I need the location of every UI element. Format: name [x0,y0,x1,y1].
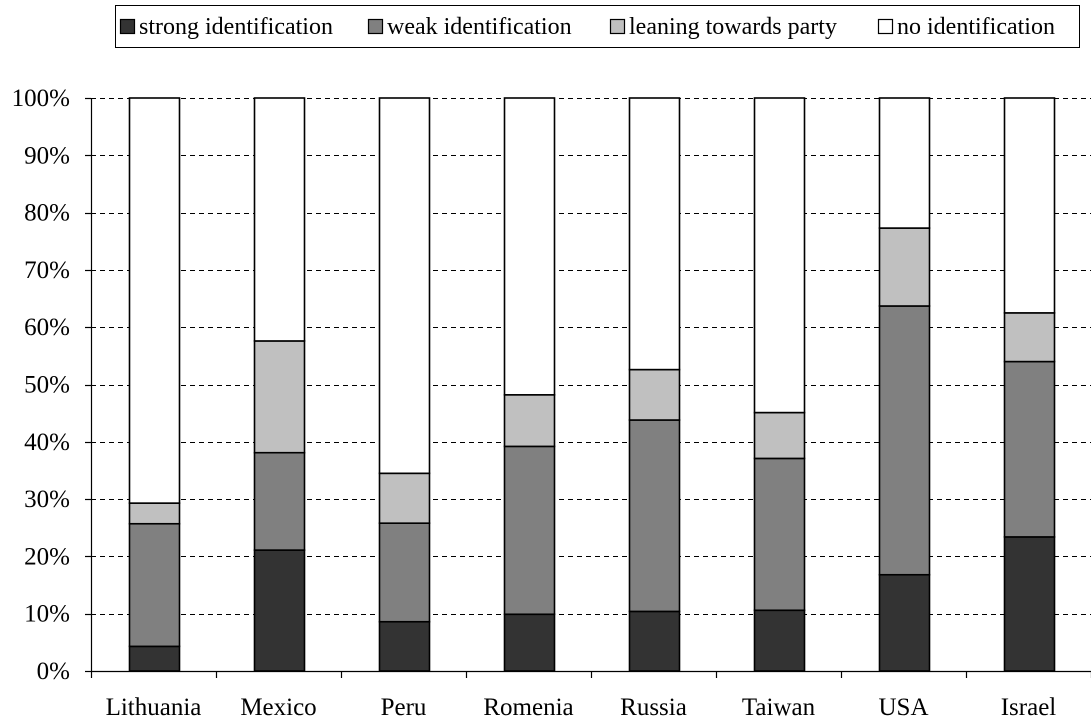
y-tick-label: 10% [24,601,70,628]
x-category-label-russia: Russia [620,694,687,721]
legend-swatch [367,18,384,35]
legend-item-leaning-towards-party: leaning towards party [609,14,837,40]
bar-stack-israel [1003,97,1056,672]
bar-segment-russia-no-identification [628,97,681,371]
x-category-label-romenia: Romenia [483,694,573,721]
x-category-label-lithuania: Lithuania [106,694,202,721]
y-tick-label: 50% [24,372,70,399]
gridlines [91,98,1091,615]
legend-swatch [119,18,136,35]
bar-segment-romenia-strong-identification [503,613,556,672]
bar-stack-taiwan [753,97,806,672]
y-tick-label: 20% [24,543,70,570]
legend-swatch [877,18,894,35]
bar-segment-mexico-leaning-towards-party [253,340,306,454]
bar-stack-romenia [503,97,556,672]
bar-stack-russia [628,97,681,672]
legend-label: strong identification [139,14,333,40]
y-tick-label: 30% [24,486,70,513]
bar-segment-israel-weak-identification [1003,360,1056,538]
axes [85,97,1091,678]
bar-segment-usa-weak-identification [878,305,931,576]
y-tick-label: 0% [37,658,70,685]
x-category-label-taiwan: Taiwan [742,694,816,721]
bar-segment-usa-strong-identification [878,573,931,672]
legend-item-no-identification: no identification [877,14,1055,40]
bar-segment-taiwan-weak-identification [753,457,806,612]
y-tick-label: 100% [12,85,70,112]
bar-segment-lithuania-strong-identification [128,645,181,672]
chart-legend: strong identification weak identification… [115,5,1080,48]
bar-segment-russia-weak-identification [628,419,681,613]
x-category-label-peru: Peru [381,694,427,721]
legend-label: weak identification [387,14,572,40]
y-tick-labels: 0% 10% 20% 30% 40% 50% 60% 70% 80% 90% 100% [12,85,70,685]
x-category-label-mexico: Mexico [240,694,316,721]
bar-stack-lithuania [128,97,181,672]
bar-segment-russia-leaning-towards-party [628,368,681,421]
legend-item-weak-identification: weak identification [367,14,572,40]
y-tick-label: 70% [24,257,70,284]
bar-segment-israel-strong-identification [1003,536,1056,672]
bar-segment-peru-strong-identification [378,620,431,672]
bar-segment-peru-no-identification [378,97,431,475]
bar-segment-romenia-weak-identification [503,445,556,616]
bar-segment-usa-leaning-towards-party [878,227,931,307]
x-category-label-israel: Israel [1001,694,1057,721]
bar-segment-taiwan-no-identification [753,97,806,414]
legend-label: no identification [897,14,1055,40]
legend-item-strong-identification: strong identification [119,14,333,40]
y-tick-label: 40% [24,429,70,456]
bar-segment-taiwan-strong-identification [753,609,806,672]
bar-segment-lithuania-no-identification [128,97,181,504]
bar-segment-lithuania-leaning-towards-party [128,502,181,525]
bar-segment-israel-leaning-towards-party [1003,312,1056,363]
y-tick-label: 90% [24,142,70,169]
bar-segment-lithuania-weak-identification [128,522,181,648]
y-tick-label: 80% [24,200,70,227]
x-category-labels: Lithuania Mexico Peru Romenia Russia Taiwan US… [106,694,1057,721]
bar-stack-peru [378,97,431,672]
bar-segment-mexico-strong-identification [253,549,306,672]
legend-label: leaning towards party [629,14,837,40]
legend-swatch [609,18,626,35]
bar-segment-romenia-leaning-towards-party [503,394,556,448]
y-tick-label: 60% [24,314,70,341]
x-category-label-usa: USA [878,694,928,721]
legend-frame [115,5,1080,48]
bar-segment-israel-no-identification [1003,97,1056,314]
bar-segment-russia-strong-identification [628,610,681,672]
bar-segment-romenia-no-identification [503,97,556,396]
bar-segment-mexico-no-identification [253,97,306,342]
bar-segment-usa-no-identification [878,97,931,229]
bar-stack-mexico [253,97,306,672]
bar-segment-mexico-weak-identification [253,451,306,551]
bar-stack-usa [878,97,931,672]
bar-segment-peru-weak-identification [378,522,431,623]
bar-segment-taiwan-leaning-towards-party [753,411,806,460]
bar-segment-peru-leaning-towards-party [378,472,431,524]
bars-group [128,97,1056,672]
